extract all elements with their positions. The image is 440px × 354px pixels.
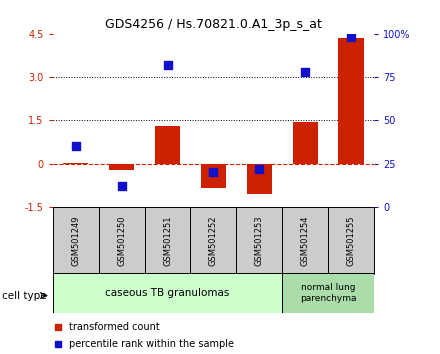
Bar xyxy=(282,273,374,313)
Point xyxy=(256,166,263,172)
Bar xyxy=(236,207,282,274)
Bar xyxy=(53,273,282,313)
Text: GSM501255: GSM501255 xyxy=(347,216,356,266)
Point xyxy=(164,62,171,68)
Bar xyxy=(155,126,180,164)
Text: GSM501250: GSM501250 xyxy=(117,216,126,266)
Bar xyxy=(53,207,99,274)
Bar xyxy=(201,164,226,188)
Bar xyxy=(99,207,145,274)
Bar xyxy=(328,207,374,274)
Bar xyxy=(145,207,191,274)
Point xyxy=(118,183,125,189)
Text: GSM501254: GSM501254 xyxy=(301,216,310,266)
Text: percentile rank within the sample: percentile rank within the sample xyxy=(69,339,234,349)
Title: GDS4256 / Hs.70821.0.A1_3p_s_at: GDS4256 / Hs.70821.0.A1_3p_s_at xyxy=(105,18,322,31)
Text: cell type: cell type xyxy=(2,291,47,301)
Point xyxy=(72,144,79,149)
Text: GSM501251: GSM501251 xyxy=(163,216,172,266)
Bar xyxy=(247,164,272,194)
Point xyxy=(55,341,62,347)
Text: normal lung
parenchyma: normal lung parenchyma xyxy=(300,283,356,303)
Text: transformed count: transformed count xyxy=(69,321,159,332)
Point xyxy=(210,170,217,175)
Text: caseous TB granulomas: caseous TB granulomas xyxy=(105,288,230,298)
Point xyxy=(55,324,62,329)
Text: GSM501253: GSM501253 xyxy=(255,215,264,266)
Bar xyxy=(282,207,328,274)
Text: GSM501252: GSM501252 xyxy=(209,216,218,266)
Bar xyxy=(191,207,236,274)
Bar xyxy=(338,38,364,164)
Text: GSM501249: GSM501249 xyxy=(71,216,80,266)
Bar xyxy=(109,164,134,170)
Bar xyxy=(63,163,88,164)
Bar xyxy=(293,122,318,164)
Point xyxy=(302,69,309,75)
Point xyxy=(348,34,355,40)
